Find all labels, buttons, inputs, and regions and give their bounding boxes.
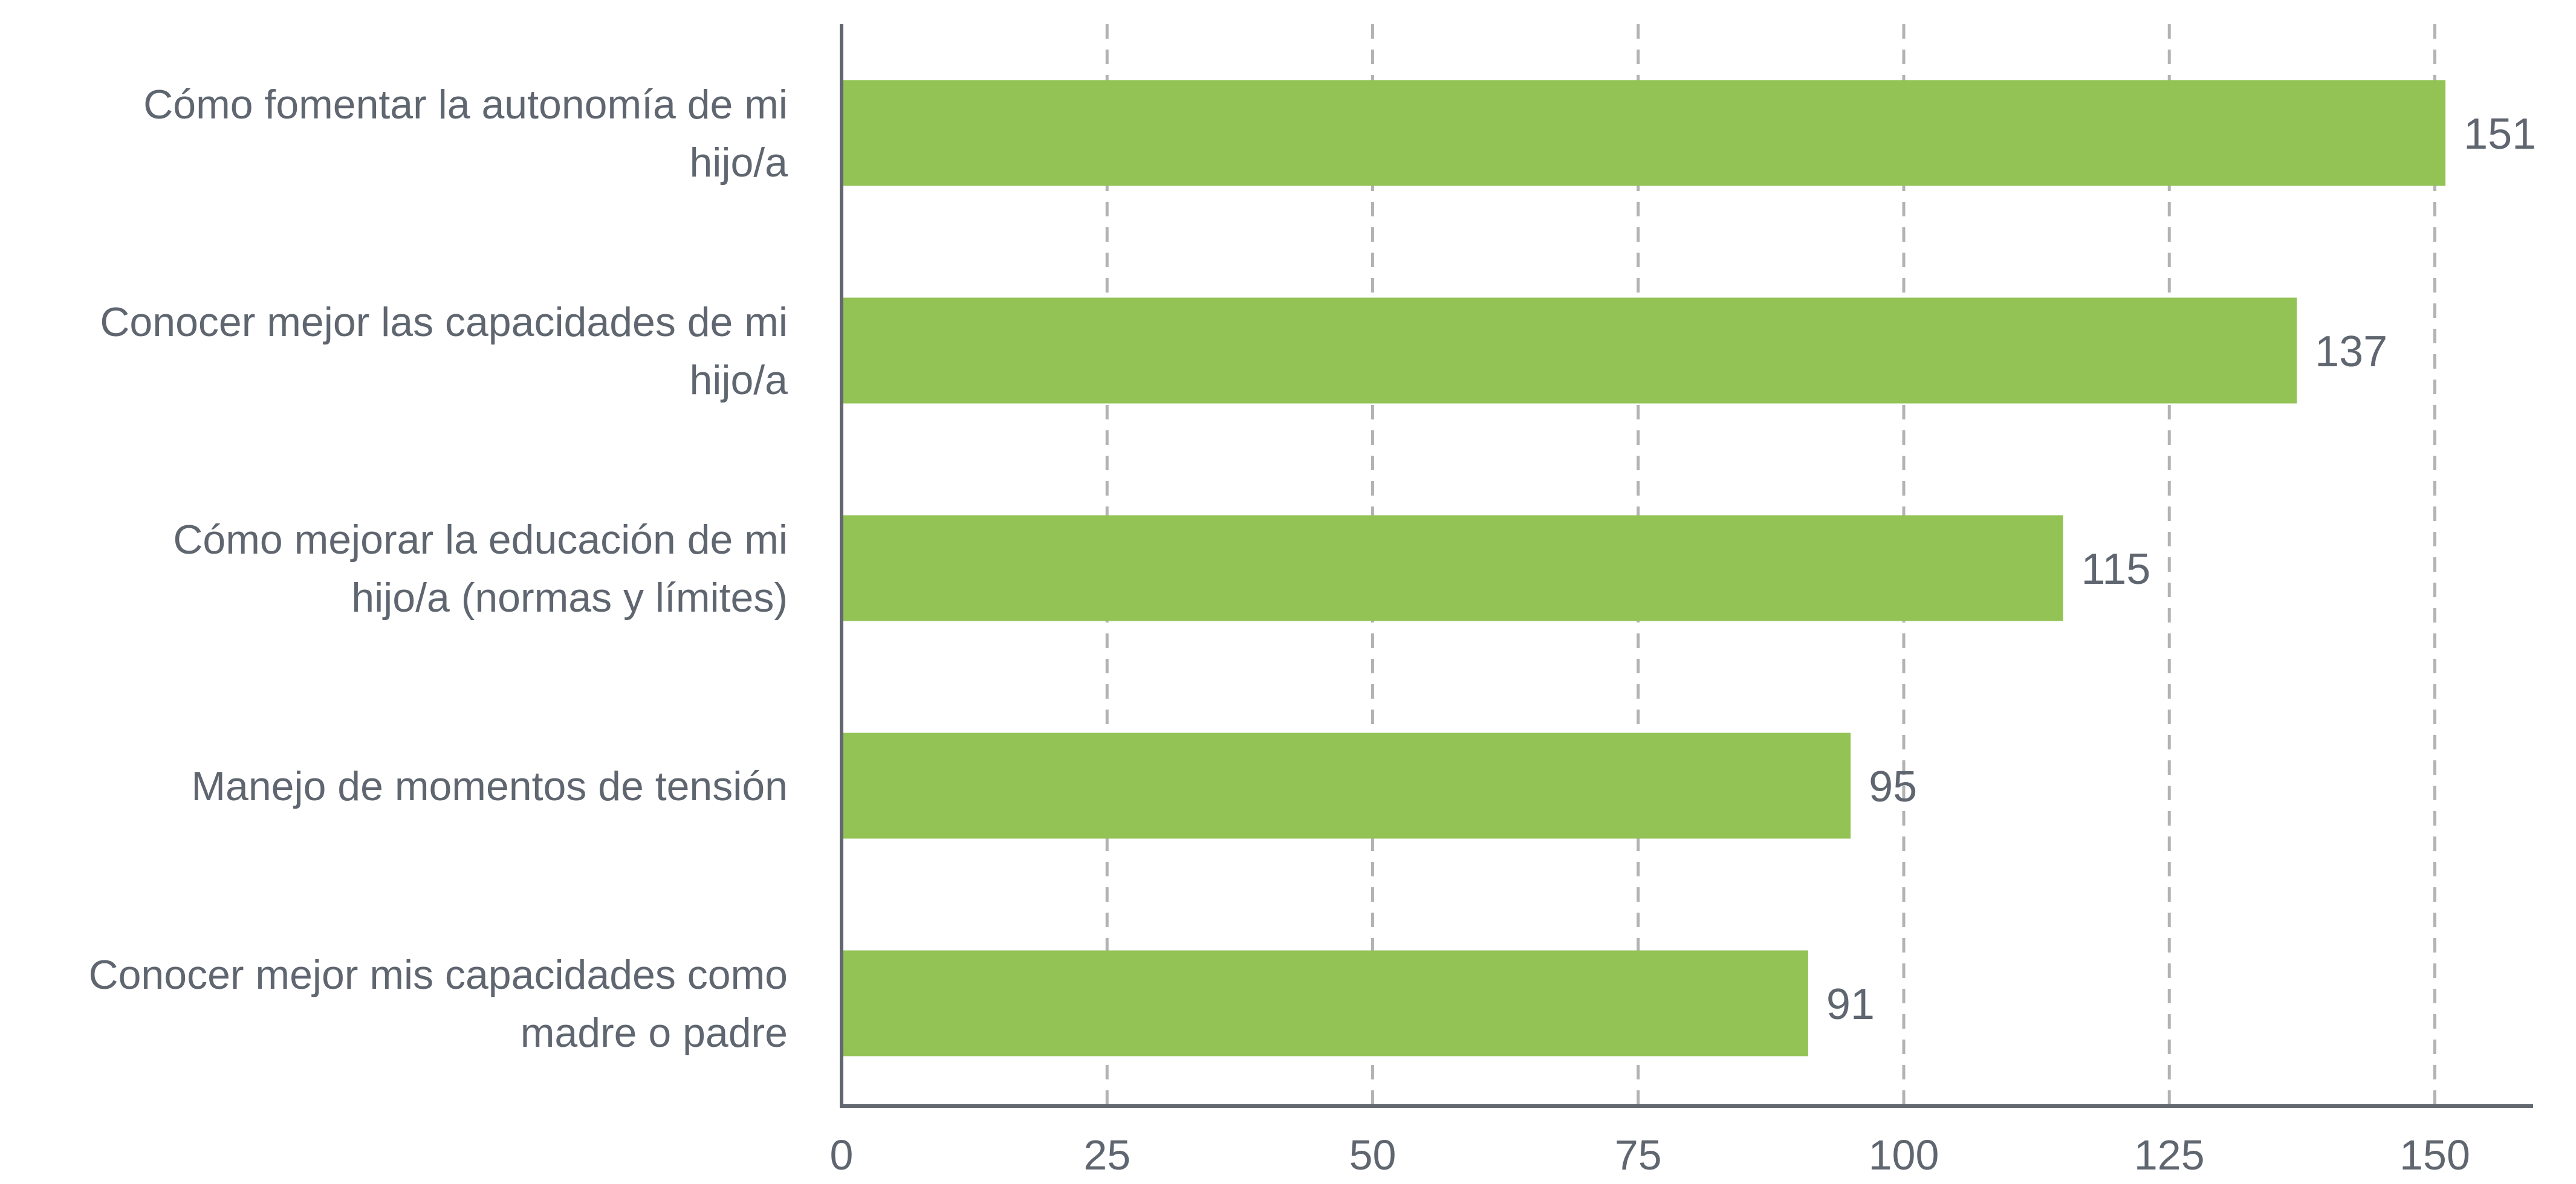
category-label-line: Cómo fomentar la autonomía de mi	[143, 82, 788, 128]
bar	[842, 950, 1808, 1056]
bar	[842, 515, 2063, 621]
x-tick-label: 0	[830, 1131, 854, 1179]
bar	[842, 80, 2446, 186]
data-label: 91	[1826, 980, 1875, 1029]
x-tick-label: 100	[1869, 1131, 1939, 1179]
data-label: 137	[2315, 328, 2387, 376]
category-label: Cómo fomentar la autonomía de mi hijo/a	[143, 82, 788, 186]
category-label: Cómo mejorar la educación de mi hijo/a (n…	[173, 517, 788, 621]
bars	[842, 80, 2446, 1056]
axes	[840, 24, 2533, 1108]
category-label-line: Cómo mejorar la educación de mi	[173, 517, 788, 563]
category-label-line: hijo/a (normas y límites)	[351, 575, 788, 621]
x-tick-label: 25	[1083, 1131, 1131, 1179]
bar	[842, 297, 2297, 404]
category-label-line: hijo/a	[689, 357, 788, 403]
category-label: Conocer mejor las capacidades de mi hijo/…	[100, 299, 788, 403]
category-label: Manejo de momentos de tensión	[191, 763, 788, 809]
category-label-line: Manejo de momentos de tensión	[191, 763, 788, 809]
x-tick-label: 125	[2134, 1131, 2205, 1179]
x-tick-label: 75	[1615, 1131, 1662, 1179]
data-label: 151	[2464, 110, 2536, 158]
x-tick-label: 50	[1349, 1131, 1397, 1179]
category-label-line: Conocer mejor las capacidades de mi	[100, 299, 788, 345]
x-tick-label: 150	[2399, 1131, 2470, 1179]
bar	[842, 733, 1851, 839]
data-label: 95	[1869, 763, 1917, 811]
data-label: 115	[2081, 545, 2151, 594]
category-label-line: Conocer mejor mis capacidades como	[89, 952, 788, 998]
category-label-line: madre o padre	[521, 1010, 788, 1056]
labels: 0 25 50 75 100 125 150 151 Cómo fomentar la auto…	[89, 82, 2537, 1179]
category-label: Conocer mejor mis capacidades como madre …	[89, 952, 788, 1056]
category-label-line: hijo/a	[689, 140, 788, 186]
